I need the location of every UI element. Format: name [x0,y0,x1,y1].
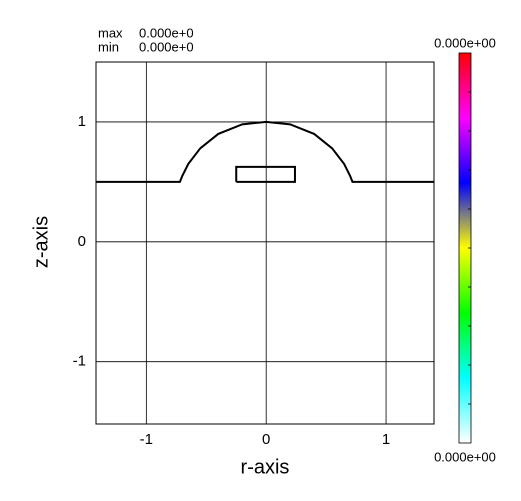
stat-value: 0.000e+0 [139,25,194,40]
stat-value: 0.000e+0 [139,39,194,54]
x-tick-label: 0 [262,431,270,448]
colorbar-bottom-label: 0.000e+00 [434,449,496,464]
x-tick-label: 1 [382,431,390,448]
interface-curve [96,120,434,183]
y-tick-label: 1 [78,113,86,130]
y-axis-title: z-axis [30,216,52,268]
x-tick-label: -1 [140,431,153,448]
y-tick-label: -1 [73,353,86,370]
plot-frame [95,61,435,425]
stat-label: max [98,25,123,40]
x-axis-title: r-axis [241,456,290,478]
colorbar-top-label: 0.000e+00 [434,35,496,50]
y-tick-label: 0 [78,233,86,250]
interface-curve [235,165,296,183]
stat-label: min [98,39,119,54]
